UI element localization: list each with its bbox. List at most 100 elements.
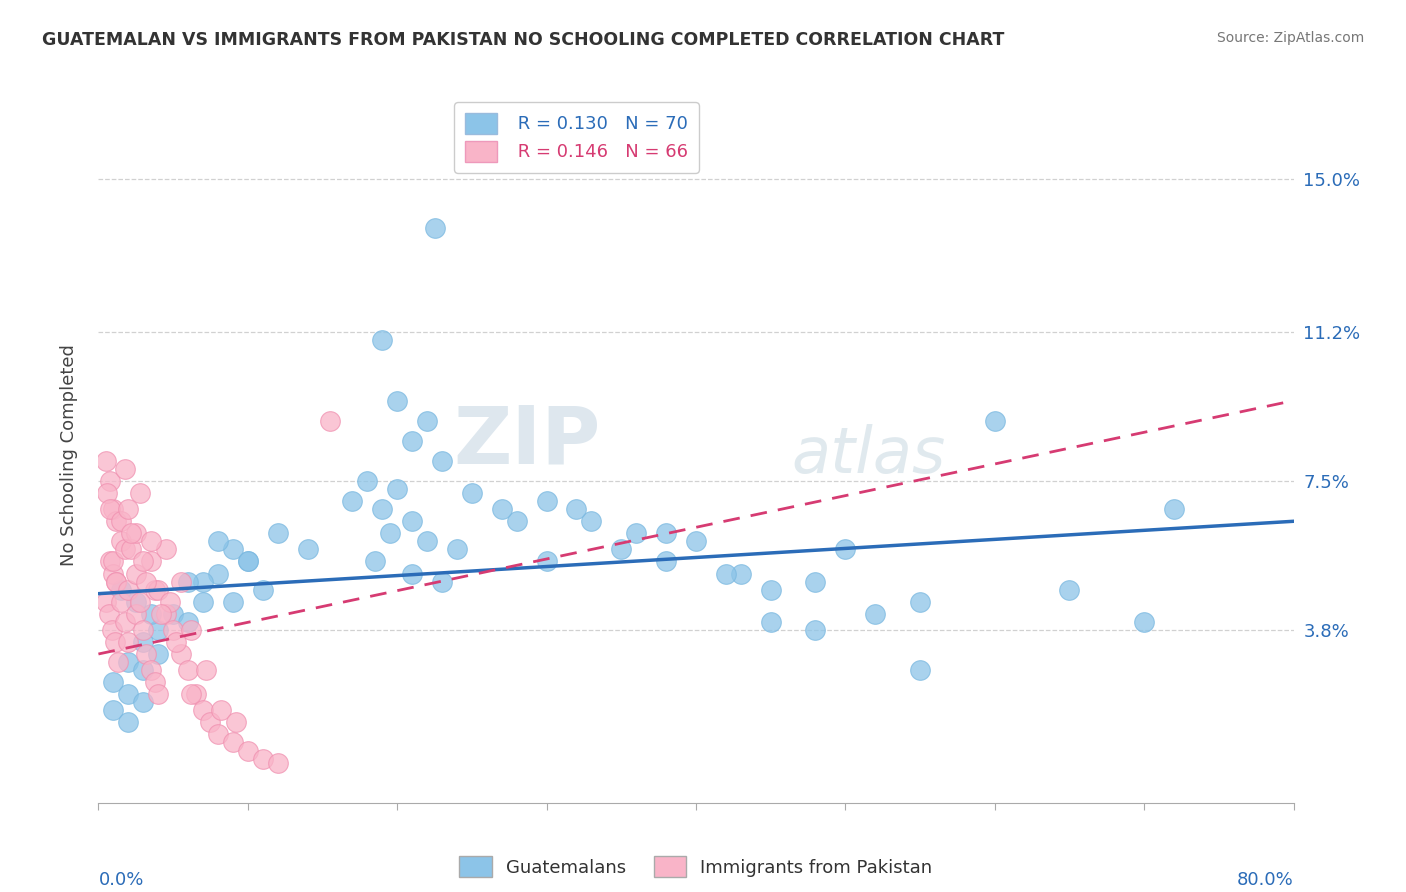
Point	[401, 514, 423, 528]
Point	[191, 703, 214, 717]
Point	[94, 454, 117, 468]
Point	[267, 526, 290, 541]
Point	[191, 595, 214, 609]
Point	[209, 703, 232, 717]
Point	[908, 595, 931, 609]
Point	[759, 615, 782, 629]
Text: 80.0%: 80.0%	[1237, 871, 1294, 889]
Legend: Guatemalans, Immigrants from Pakistan: Guatemalans, Immigrants from Pakistan	[453, 849, 939, 884]
Point	[139, 534, 162, 549]
Point	[148, 582, 170, 597]
Point	[207, 534, 229, 549]
Point	[222, 735, 245, 749]
Point	[865, 607, 887, 621]
Point	[100, 474, 122, 488]
Point	[100, 554, 122, 568]
Point	[655, 554, 678, 568]
Point	[155, 607, 177, 621]
Point	[401, 434, 423, 448]
Point	[225, 715, 247, 730]
Point	[100, 502, 122, 516]
Point	[117, 655, 139, 669]
Point	[430, 454, 453, 468]
Point	[139, 663, 162, 677]
Point	[195, 663, 218, 677]
Point	[101, 623, 124, 637]
Point	[129, 486, 152, 500]
Point	[107, 655, 129, 669]
Point	[655, 526, 678, 541]
Point	[180, 687, 202, 701]
Point	[125, 595, 148, 609]
Point	[714, 566, 737, 581]
Point	[908, 663, 931, 677]
Point	[236, 743, 259, 757]
Point	[103, 703, 125, 717]
Point	[148, 687, 170, 701]
Point	[685, 534, 707, 549]
Point	[371, 502, 394, 516]
Text: atlas: atlas	[792, 424, 946, 486]
Point	[135, 574, 157, 589]
Point	[110, 582, 132, 597]
Point	[267, 756, 290, 770]
Point	[385, 482, 409, 496]
Point	[1133, 615, 1156, 629]
Point	[132, 663, 155, 677]
Point	[200, 715, 222, 730]
Point	[114, 615, 136, 629]
Point	[110, 534, 132, 549]
Point	[222, 595, 245, 609]
Point	[804, 623, 827, 637]
Point	[132, 623, 155, 637]
Point	[162, 607, 184, 621]
Point	[207, 566, 229, 581]
Point	[117, 502, 139, 516]
Point	[94, 595, 117, 609]
Point	[103, 566, 125, 581]
Point	[162, 623, 184, 637]
Point	[143, 582, 166, 597]
Point	[132, 635, 155, 649]
Point	[169, 647, 191, 661]
Point	[148, 623, 170, 637]
Point	[319, 414, 342, 428]
Point	[150, 607, 173, 621]
Point	[730, 566, 752, 581]
Point	[114, 462, 136, 476]
Point	[103, 675, 125, 690]
Point	[581, 514, 603, 528]
Point	[105, 574, 128, 589]
Point	[139, 607, 162, 621]
Point	[416, 534, 439, 549]
Point	[834, 542, 856, 557]
Point	[180, 623, 202, 637]
Point	[110, 514, 132, 528]
Point	[364, 554, 387, 568]
Point	[191, 574, 214, 589]
Point	[759, 582, 782, 597]
Point	[252, 582, 274, 597]
Point	[207, 727, 229, 741]
Point	[139, 554, 162, 568]
Point	[804, 574, 827, 589]
Point	[117, 687, 139, 701]
Point	[385, 393, 409, 408]
Point	[125, 526, 148, 541]
Point	[132, 695, 155, 709]
Point	[169, 574, 191, 589]
Point	[159, 595, 181, 609]
Point	[117, 715, 139, 730]
Point	[114, 542, 136, 557]
Point	[117, 582, 139, 597]
Point	[129, 595, 152, 609]
Point	[184, 687, 207, 701]
Text: ZIP: ZIP	[453, 402, 600, 480]
Point	[120, 542, 142, 557]
Point	[423, 220, 446, 235]
Point	[105, 574, 128, 589]
Point	[342, 494, 364, 508]
Point	[105, 514, 128, 528]
Text: Source: ZipAtlas.com: Source: ZipAtlas.com	[1216, 31, 1364, 45]
Point	[430, 574, 453, 589]
